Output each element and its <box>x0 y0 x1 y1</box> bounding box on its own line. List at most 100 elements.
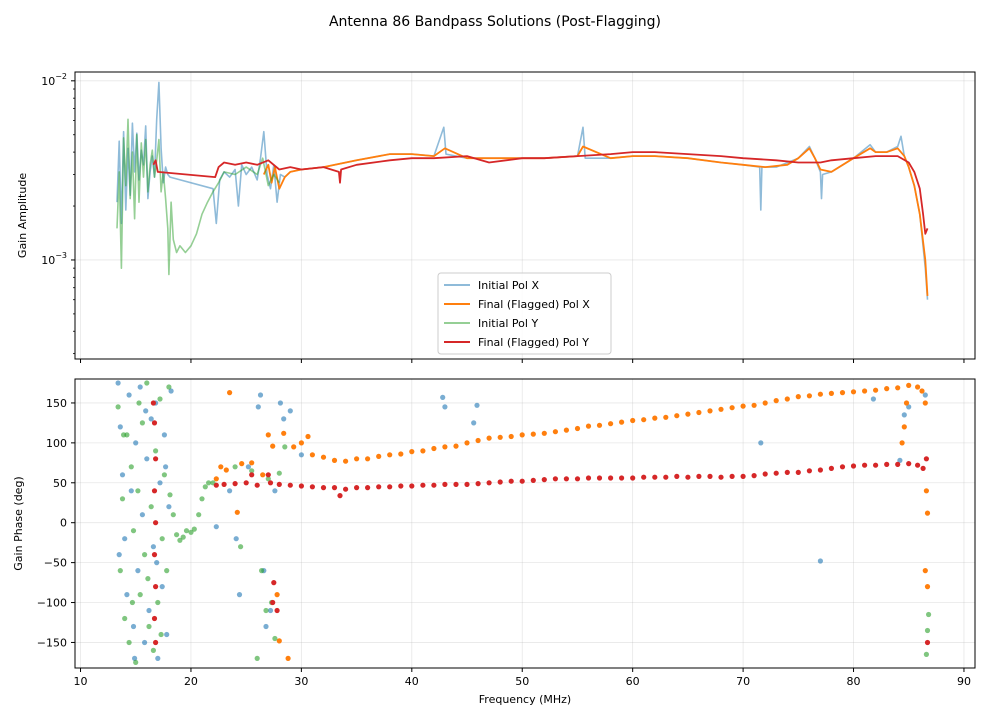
phase-point <box>150 544 156 550</box>
phase-point <box>117 424 123 430</box>
phase-point <box>442 481 448 487</box>
phase-point <box>574 425 581 432</box>
phase-point <box>608 475 614 481</box>
phase-point <box>117 568 123 574</box>
phase-point <box>707 408 713 414</box>
phase-point <box>924 627 931 634</box>
phase-point <box>817 391 824 397</box>
phase-point <box>729 405 735 411</box>
phase-point <box>398 483 404 489</box>
legend-entry-final-x[interactable]: Final (Flagged) Pol X <box>444 298 590 311</box>
phase-point <box>906 404 912 410</box>
phase-point <box>817 558 824 564</box>
phase-point <box>130 623 137 630</box>
phase-point <box>924 510 931 516</box>
phase-point <box>170 512 176 518</box>
phase-point <box>696 473 702 479</box>
phase-point <box>298 440 304 446</box>
phase-point <box>245 464 251 470</box>
phase-point <box>899 440 905 446</box>
phase-point <box>806 468 813 474</box>
phase-grid <box>75 379 975 668</box>
phase-point <box>148 416 154 422</box>
amplitude-series <box>116 81 929 300</box>
legend-entry-initial-x[interactable]: Initial Pol X <box>444 279 539 292</box>
phase-point <box>718 406 724 412</box>
phase-point <box>331 485 338 491</box>
phase-point <box>926 611 932 618</box>
phase-point <box>143 408 149 414</box>
phase-point <box>281 416 287 422</box>
phase-point <box>839 464 846 470</box>
phase-ytick-label: 50 <box>53 477 67 490</box>
amplitude-grid <box>75 72 975 359</box>
phase-point <box>249 460 255 466</box>
phase-point <box>135 488 141 494</box>
phase-ytick-label: 100 <box>46 437 67 450</box>
phase-point <box>206 480 212 486</box>
phase-point <box>541 477 547 483</box>
phase-point <box>652 474 658 480</box>
phase-point <box>135 568 141 574</box>
legend-label-initial-y: Initial Pol Y <box>478 317 538 330</box>
amplitude-legend[interactable]: Initial Pol X Final (Flagged) Pol X Init… <box>437 272 612 355</box>
legend-frame <box>437 272 612 355</box>
phase-point <box>922 400 928 406</box>
phase-point <box>309 484 315 490</box>
phase-point <box>155 655 161 662</box>
phase-point <box>762 471 768 477</box>
phase-axes-frame <box>74 378 976 669</box>
phase-point <box>486 435 492 441</box>
phase-point <box>177 537 183 543</box>
legend-label-initial-x: Initial Pol X <box>478 279 539 292</box>
amplitude-ytick-label: 10−2 <box>41 72 67 88</box>
legend-entry-final-y[interactable]: Final (Flagged) Pol Y <box>444 336 589 349</box>
phase-point <box>873 462 879 468</box>
phase-point <box>320 454 327 460</box>
phase-point <box>276 470 282 476</box>
phase-point <box>146 607 152 614</box>
phase-point <box>161 472 167 478</box>
phase-point <box>183 528 190 534</box>
phase-point <box>180 534 186 540</box>
phase-point <box>376 453 382 459</box>
phase-point <box>685 411 691 417</box>
phase-point <box>116 552 122 558</box>
phase-point <box>758 440 764 446</box>
phase-point <box>223 467 229 473</box>
phase-point <box>128 488 134 494</box>
phase-point <box>420 482 426 488</box>
phase-point <box>166 384 172 390</box>
phase-point <box>202 484 208 490</box>
phase-point <box>740 473 746 479</box>
phase-point <box>164 568 170 574</box>
legend-label-final-x: Final (Flagged) Pol X <box>478 298 590 311</box>
phase-point <box>146 623 152 630</box>
phase-point <box>270 599 276 606</box>
amplitude-series-final-y <box>152 151 929 235</box>
phase-point <box>387 452 393 458</box>
phase-ytick-label: −100 <box>37 597 67 610</box>
phase-point <box>398 451 404 457</box>
phase-point <box>287 408 293 414</box>
phase-point <box>167 492 173 498</box>
phase-point <box>119 472 126 478</box>
phase-point <box>157 480 163 486</box>
phase-point <box>130 528 137 534</box>
phase-point <box>475 481 481 487</box>
phase-point <box>922 568 928 574</box>
phase-point <box>254 482 260 488</box>
phase-point <box>265 472 271 478</box>
phase-point <box>596 422 603 428</box>
phase-point <box>440 394 446 400</box>
phase-point <box>474 402 480 408</box>
phase-point <box>265 432 271 438</box>
phase-point <box>238 544 244 550</box>
phase-point <box>354 456 360 462</box>
phase-point <box>291 444 297 450</box>
phase-point <box>915 462 921 468</box>
phase-point <box>232 481 238 487</box>
phase-point <box>263 623 269 630</box>
phase-point <box>718 474 724 480</box>
legend-entry-initial-y[interactable]: Initial Pol Y <box>444 317 538 330</box>
